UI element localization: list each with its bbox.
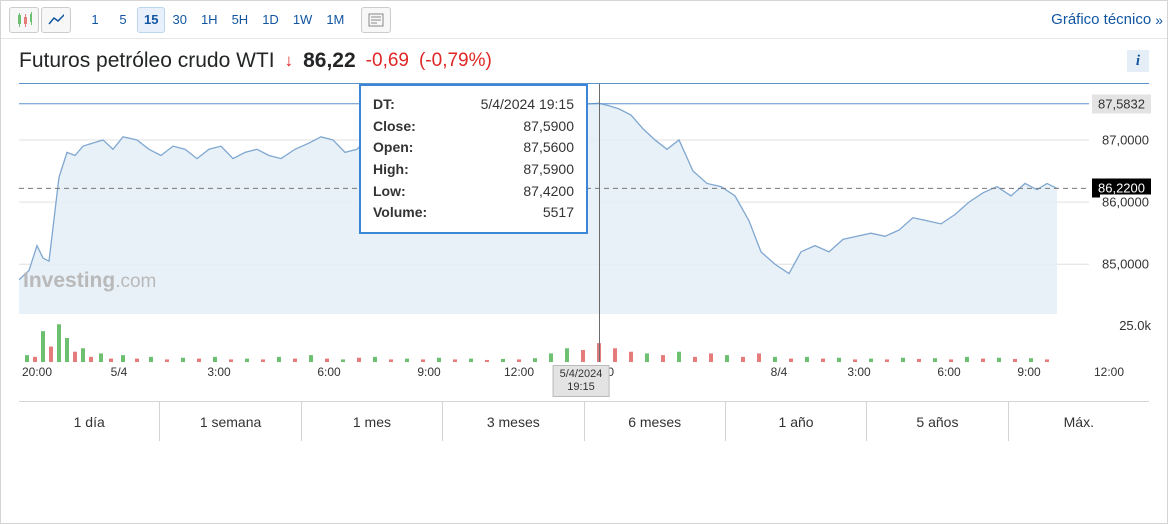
timeframe-5[interactable]: 5: [109, 7, 137, 33]
range-selector: 1 día1 semana1 mes3 meses6 meses1 año5 a…: [19, 401, 1149, 441]
range-1-día[interactable]: 1 día: [19, 402, 160, 441]
x-axis-tick: 5/4: [111, 365, 128, 379]
range-1-semana[interactable]: 1 semana: [160, 402, 301, 441]
tt-val: 87,5900: [454, 159, 574, 181]
x-axis-tick: 9:00: [417, 365, 440, 379]
chevron-right-icon: »: [1155, 12, 1159, 28]
toolbar-left: 1515301H5H1D1W1M: [9, 7, 391, 33]
price-change-pct: (-0,79%): [419, 50, 492, 72]
instrument-title: Futuros petróleo crudo WTI: [19, 49, 275, 73]
crosshair-time-tip: 5/4/2024 19:15: [553, 365, 610, 397]
technical-chart-label: Gráfico técnico: [1051, 11, 1151, 28]
news-icon[interactable]: [361, 7, 391, 33]
y-axis-label: 86,0000: [1100, 195, 1151, 210]
tt-val: 87,5600: [454, 137, 574, 159]
timeframe-1[interactable]: 1: [81, 7, 109, 33]
timeframe-1D[interactable]: 1D: [255, 7, 286, 33]
tt-key: Open:: [373, 137, 438, 159]
tt-key: Close:: [373, 116, 438, 138]
tt-key: High:: [373, 159, 438, 181]
x-axis-tick: 3:00: [847, 365, 870, 379]
x-axis-tick: 3:00: [207, 365, 230, 379]
crosshair-tip-date: 5/4/2024: [560, 368, 603, 381]
crosshair-vertical: [599, 84, 600, 362]
tt-val: 5/4/2024 19:15: [454, 94, 574, 116]
chart-area[interactable]: Investing.com 87,583287,000086,220086,00…: [19, 83, 1149, 361]
range-6-meses[interactable]: 6 meses: [585, 402, 726, 441]
y-axis-label: 87,5832: [1092, 94, 1151, 113]
technical-chart-link[interactable]: Gráfico técnico »: [1051, 11, 1159, 28]
timeframe-15[interactable]: 15: [137, 7, 165, 33]
ohlc-tooltip: DT: 5/4/2024 19:15 Close: 87,5900 Open: 87,56…: [359, 84, 588, 234]
x-axis-tick: 6:00: [317, 365, 340, 379]
range-máx.[interactable]: Máx.: [1009, 402, 1149, 441]
tt-key: Volume:: [373, 202, 438, 224]
info-icon[interactable]: i: [1127, 50, 1149, 72]
line-chart-icon[interactable]: [41, 7, 71, 33]
timeframe-1M[interactable]: 1M: [319, 7, 351, 33]
x-axis-tick: 9:00: [1017, 365, 1040, 379]
crosshair-tip-time: 19:15: [560, 381, 603, 394]
chart-wrap: Investing.com 87,583287,000086,220086,00…: [1, 83, 1167, 401]
arrow-down-icon: ↓: [285, 51, 294, 71]
volume-chart-svg: [19, 314, 1089, 362]
price-change: -0,69: [366, 50, 409, 72]
timeframe-1W[interactable]: 1W: [286, 7, 320, 33]
range-5-años[interactable]: 5 años: [867, 402, 1008, 441]
tt-key: DT:: [373, 94, 438, 116]
range-1-mes[interactable]: 1 mes: [302, 402, 443, 441]
tt-val: 5517: [454, 202, 574, 224]
x-axis-tick: 12:00: [1094, 365, 1124, 379]
x-axis-tick: 12:00: [504, 365, 534, 379]
price-current: 86,22: [303, 49, 356, 73]
candlestick-icon[interactable]: [9, 7, 39, 33]
x-axis-tick: 6:00: [937, 365, 960, 379]
tt-val: 87,4200: [454, 181, 574, 203]
timeframe-5H[interactable]: 5H: [225, 7, 256, 33]
tt-val: 87,5900: [454, 116, 574, 138]
range-3-meses[interactable]: 3 meses: [443, 402, 584, 441]
x-axis-tick: 8/4: [771, 365, 788, 379]
y-axis-label: 87,0000: [1100, 132, 1151, 147]
chart-widget: 1515301H5H1D1W1M Gráfico técnico » Futur…: [0, 0, 1168, 524]
timeframe-1H[interactable]: 1H: [194, 7, 225, 33]
timeframe-30[interactable]: 30: [165, 7, 193, 33]
toolbar: 1515301H5H1D1W1M Gráfico técnico »: [1, 1, 1167, 39]
tt-key: Low:: [373, 181, 438, 203]
y-axis-label: 85,0000: [1100, 257, 1151, 272]
title-row: Futuros petróleo crudo WTI ↓ 86,22 -0,69…: [1, 39, 1167, 83]
range-1-año[interactable]: 1 año: [726, 402, 867, 441]
volume-axis-label: 25.0k: [1119, 318, 1151, 333]
x-axis-tick: 20:00: [22, 365, 52, 379]
